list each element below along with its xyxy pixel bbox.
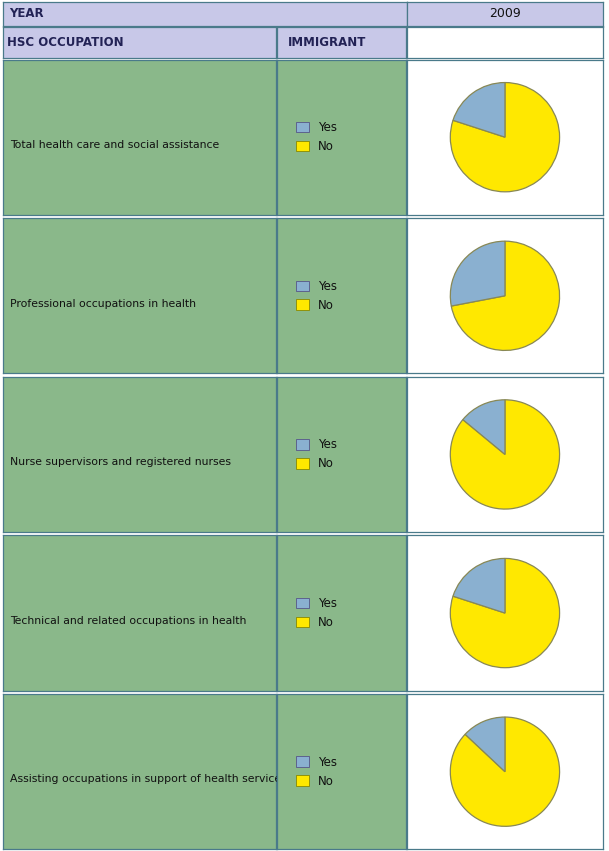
Legend: Yes, No: Yes, No — [294, 119, 340, 156]
Text: HSC OCCUPATION: HSC OCCUPATION — [7, 36, 124, 49]
Text: IMMIGRANT: IMMIGRANT — [287, 36, 366, 49]
Text: Assisting occupations in support of health services: Assisting occupations in support of heal… — [10, 774, 287, 785]
Legend: Yes, No: Yes, No — [294, 595, 340, 631]
Text: Total health care and social assistance: Total health care and social assistance — [10, 140, 219, 150]
Legend: Yes, No: Yes, No — [294, 277, 340, 314]
Text: Nurse supervisors and registered nurses: Nurse supervisors and registered nurses — [10, 457, 231, 467]
Legend: Yes, No: Yes, No — [294, 753, 340, 790]
Text: Technical and related occupations in health: Technical and related occupations in hea… — [10, 616, 246, 625]
Text: 2009: 2009 — [489, 7, 521, 20]
Legend: Yes, No: Yes, No — [294, 436, 340, 473]
Text: YEAR: YEAR — [9, 7, 44, 20]
Text: Professional occupations in health: Professional occupations in health — [10, 299, 196, 309]
